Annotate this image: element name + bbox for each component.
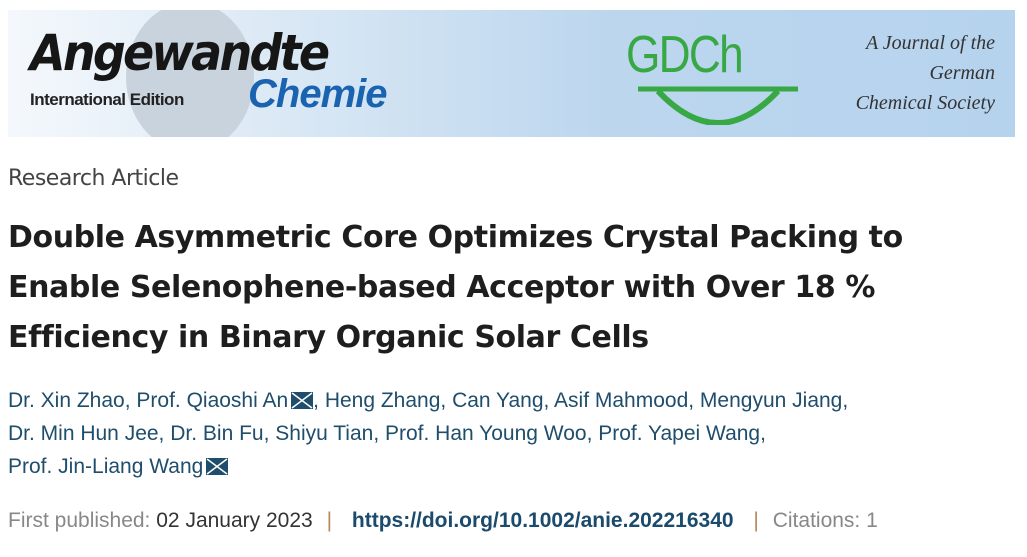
separator: |: [326, 509, 333, 532]
title-line: Double Asymmetric Core Optimizes Crystal…: [8, 220, 903, 255]
gdch-logo: GDCh: [626, 26, 744, 84]
gdch-bowl-icon: [638, 86, 798, 125]
article-title: Double Asymmetric Core Optimizes Crystal…: [8, 213, 903, 363]
author-links[interactable]: Dr. Xin Zhao, Prof. Qiaoshi An: [8, 389, 289, 412]
email-icon[interactable]: [291, 392, 314, 409]
society-text: A Journal of the German Chemical Society: [856, 28, 995, 118]
separator: |: [753, 509, 759, 532]
doi-link[interactable]: https://doi.org/10.1002/anie.202216340: [351, 509, 734, 532]
journal-logo-edition: International Edition: [30, 90, 184, 109]
society-text-line: A Journal of the: [865, 32, 995, 54]
author-links[interactable]: Dr. Min Hun Jee, Dr. Bin Fu, Shiyu Tian,…: [8, 422, 766, 445]
email-icon[interactable]: [206, 458, 229, 475]
logo-circle: [126, 10, 254, 137]
title-line: Enable Selenophene-based Acceptor with O…: [8, 270, 876, 305]
author-links[interactable]: Prof. Jin-Liang Wang: [8, 455, 204, 478]
citations-count[interactable]: Citations: 1: [772, 509, 878, 532]
journal-logo-chemie: Chemie: [248, 72, 387, 116]
journal-logo-angewandte: Angewandte: [30, 24, 330, 82]
title-line: Efficiency in Binary Organic Solar Cells: [8, 320, 649, 355]
publication-meta: First published: 02 January 2023 | https…: [8, 509, 878, 533]
society-text-line: Chemical Society: [855, 92, 995, 114]
society-text-line: German: [929, 62, 995, 84]
author-list: Dr. Xin Zhao, Prof. Qiaoshi An, Heng Zha…: [8, 389, 849, 478]
first-published-date: 02 January 2023: [156, 509, 313, 532]
first-published-label: First published:: [8, 509, 151, 532]
journal-banner[interactable]: Angewandte International Edition Chemie …: [8, 10, 1015, 137]
article-type: Research Article: [8, 166, 179, 191]
author-links[interactable]: Heng Zhang, Can Yang, Asif Mahmood, Meng…: [324, 389, 849, 412]
